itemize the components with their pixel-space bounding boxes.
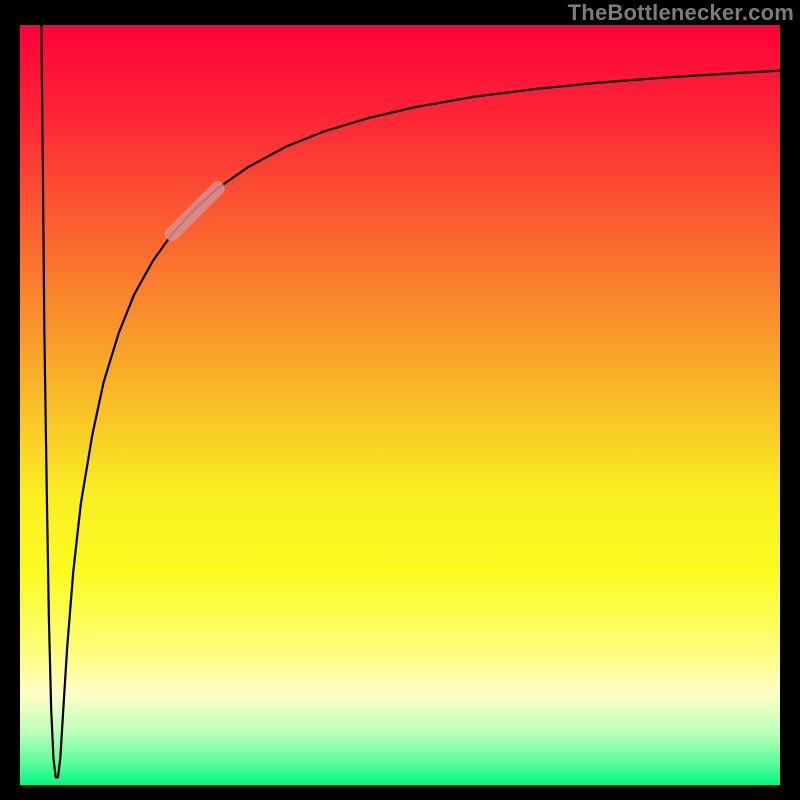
chart-container: { "watermark": { "text": "TheBottlenecke… — [0, 0, 800, 800]
bottleneck-chart — [0, 0, 800, 800]
watermark-text: TheBottlenecker.com — [568, 0, 794, 26]
plot-area — [20, 25, 780, 785]
